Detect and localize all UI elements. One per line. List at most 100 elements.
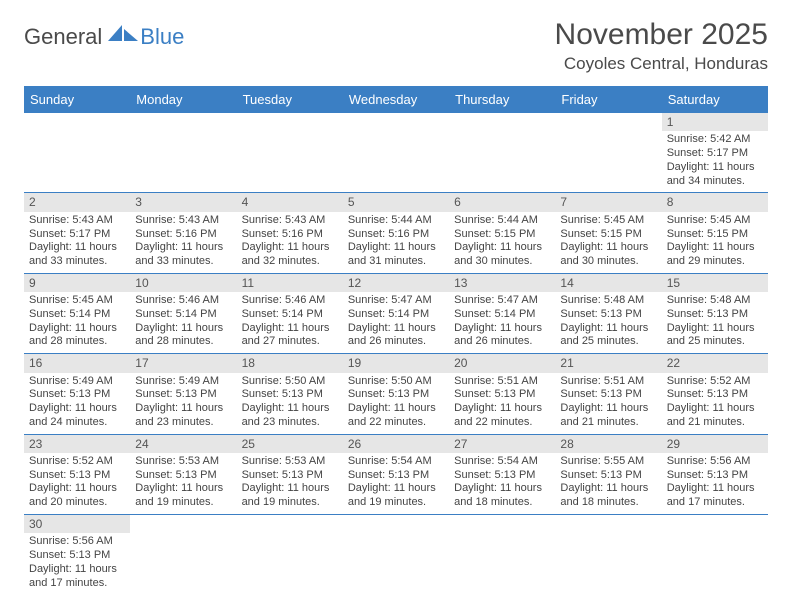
sunset-line: Sunset: 5:15 PM <box>667 228 763 242</box>
sunrise-line: Sunrise: 5:43 AM <box>29 214 125 228</box>
daylight-line-2: and 31 minutes. <box>348 255 444 269</box>
weekday-header: Thursday <box>449 86 555 113</box>
daylight-line-2: and 30 minutes. <box>560 255 656 269</box>
weekday-header-row: SundayMondayTuesdayWednesdayThursdayFrid… <box>24 86 768 113</box>
daylight-line-2: and 29 minutes. <box>667 255 763 269</box>
day-number: 30 <box>24 515 130 533</box>
daylight-line-1: Daylight: 11 hours <box>242 402 338 416</box>
daylight-line-1: Daylight: 11 hours <box>29 241 125 255</box>
day-details: Sunrise: 5:50 AMSunset: 5:13 PMDaylight:… <box>343 373 449 434</box>
sunset-line: Sunset: 5:14 PM <box>454 308 550 322</box>
sunset-line: Sunset: 5:13 PM <box>560 388 656 402</box>
logo-sail-icon <box>108 23 138 48</box>
day-number: 23 <box>24 435 130 453</box>
logo-part1: General <box>24 24 102 50</box>
calendar-week-row: 1Sunrise: 5:42 AMSunset: 5:17 PMDaylight… <box>24 113 768 193</box>
day-number: 21 <box>555 354 661 372</box>
day-details: Sunrise: 5:46 AMSunset: 5:14 PMDaylight:… <box>237 292 343 353</box>
daylight-line-2: and 17 minutes. <box>667 496 763 510</box>
calendar-day-cell: 12Sunrise: 5:47 AMSunset: 5:14 PMDayligh… <box>343 273 449 353</box>
page-title: November 2025 <box>555 18 768 52</box>
day-details: Sunrise: 5:56 AMSunset: 5:13 PMDaylight:… <box>662 453 768 514</box>
daylight-line-1: Daylight: 11 hours <box>560 482 656 496</box>
daylight-line-2: and 33 minutes. <box>29 255 125 269</box>
daylight-line-1: Daylight: 11 hours <box>348 402 444 416</box>
title-block: November 2025 Coyoles Central, Honduras <box>555 18 768 74</box>
weekday-header: Tuesday <box>237 86 343 113</box>
day-number: 17 <box>130 354 236 372</box>
day-number: 25 <box>237 435 343 453</box>
calendar-day-cell: 9Sunrise: 5:45 AMSunset: 5:14 PMDaylight… <box>24 273 130 353</box>
calendar-day-cell: 1Sunrise: 5:42 AMSunset: 5:17 PMDaylight… <box>662 113 768 193</box>
daylight-line-1: Daylight: 11 hours <box>348 482 444 496</box>
calendar-day-cell: 14Sunrise: 5:48 AMSunset: 5:13 PMDayligh… <box>555 273 661 353</box>
calendar-day-cell: 28Sunrise: 5:55 AMSunset: 5:13 PMDayligh… <box>555 434 661 514</box>
day-number: 19 <box>343 354 449 372</box>
sunrise-line: Sunrise: 5:51 AM <box>454 375 550 389</box>
daylight-line-1: Daylight: 11 hours <box>348 241 444 255</box>
daylight-line-1: Daylight: 11 hours <box>667 482 763 496</box>
daylight-line-2: and 25 minutes. <box>667 335 763 349</box>
sunrise-line: Sunrise: 5:48 AM <box>667 294 763 308</box>
sunset-line: Sunset: 5:13 PM <box>348 469 444 483</box>
sunset-line: Sunset: 5:13 PM <box>29 388 125 402</box>
daylight-line-2: and 21 minutes. <box>560 416 656 430</box>
daylight-line-2: and 17 minutes. <box>29 577 125 591</box>
daylight-line-1: Daylight: 11 hours <box>29 402 125 416</box>
weekday-header: Friday <box>555 86 661 113</box>
sunrise-line: Sunrise: 5:45 AM <box>560 214 656 228</box>
sunset-line: Sunset: 5:13 PM <box>29 549 125 563</box>
day-number: 28 <box>555 435 661 453</box>
day-details: Sunrise: 5:50 AMSunset: 5:13 PMDaylight:… <box>237 373 343 434</box>
sunset-line: Sunset: 5:13 PM <box>667 388 763 402</box>
sunrise-line: Sunrise: 5:54 AM <box>348 455 444 469</box>
calendar-day-cell: 2 Sunrise: 5:43 AMSunset: 5:17 PMDaylight… <box>24 193 130 273</box>
daylight-line-1: Daylight: 11 hours <box>454 482 550 496</box>
sunrise-line: Sunrise: 5:46 AM <box>135 294 231 308</box>
daylight-line-1: Daylight: 11 hours <box>242 482 338 496</box>
daylight-line-2: and 21 minutes. <box>667 416 763 430</box>
day-number: 6 <box>449 193 555 211</box>
daylight-line-2: and 22 minutes. <box>348 416 444 430</box>
daylight-line-1: Daylight: 11 hours <box>560 241 656 255</box>
daylight-line-1: Daylight: 11 hours <box>29 482 125 496</box>
day-number: 2 <box>24 193 130 211</box>
day-number: 20 <box>449 354 555 372</box>
daylight-line-1: Daylight: 11 hours <box>454 241 550 255</box>
daylight-line-1: Daylight: 11 hours <box>135 241 231 255</box>
day-number: 14 <box>555 274 661 292</box>
sunset-line: Sunset: 5:13 PM <box>560 469 656 483</box>
day-details: Sunrise: 5:43 AMSunset: 5:16 PMDaylight:… <box>237 212 343 273</box>
sunset-line: Sunset: 5:14 PM <box>242 308 338 322</box>
daylight-line-2: and 30 minutes. <box>454 255 550 269</box>
sunrise-line: Sunrise: 5:51 AM <box>560 375 656 389</box>
calendar-day-cell <box>130 113 236 193</box>
calendar-day-cell: 22Sunrise: 5:52 AMSunset: 5:13 PMDayligh… <box>662 354 768 434</box>
calendar-day-cell: 8Sunrise: 5:45 AMSunset: 5:15 PMDaylight… <box>662 193 768 273</box>
sunset-line: Sunset: 5:17 PM <box>29 228 125 242</box>
calendar-day-cell: 17Sunrise: 5:49 AMSunset: 5:13 PMDayligh… <box>130 354 236 434</box>
logo-part2: Blue <box>140 24 184 50</box>
calendar-day-cell: 11Sunrise: 5:46 AMSunset: 5:14 PMDayligh… <box>237 273 343 353</box>
calendar-day-cell <box>662 514 768 594</box>
daylight-line-1: Daylight: 11 hours <box>242 241 338 255</box>
header: General Blue November 2025 Coyoles Centr… <box>24 18 768 74</box>
location: Coyoles Central, Honduras <box>555 54 768 74</box>
day-number: 12 <box>343 274 449 292</box>
calendar-day-cell <box>449 113 555 193</box>
sunset-line: Sunset: 5:13 PM <box>242 469 338 483</box>
day-number: 1 <box>662 113 768 131</box>
daylight-line-1: Daylight: 11 hours <box>667 161 763 175</box>
day-number: 16 <box>24 354 130 372</box>
day-number: 10 <box>130 274 236 292</box>
daylight-line-1: Daylight: 11 hours <box>242 322 338 336</box>
calendar-day-cell: 25Sunrise: 5:53 AMSunset: 5:13 PMDayligh… <box>237 434 343 514</box>
day-details: Sunrise: 5:51 AMSunset: 5:13 PMDaylight:… <box>555 373 661 434</box>
sunset-line: Sunset: 5:15 PM <box>454 228 550 242</box>
sunset-line: Sunset: 5:13 PM <box>348 388 444 402</box>
calendar-day-cell: 29Sunrise: 5:56 AMSunset: 5:13 PMDayligh… <box>662 434 768 514</box>
calendar-day-cell <box>237 113 343 193</box>
daylight-line-1: Daylight: 11 hours <box>667 402 763 416</box>
calendar-day-cell: 20Sunrise: 5:51 AMSunset: 5:13 PMDayligh… <box>449 354 555 434</box>
day-number: 11 <box>237 274 343 292</box>
